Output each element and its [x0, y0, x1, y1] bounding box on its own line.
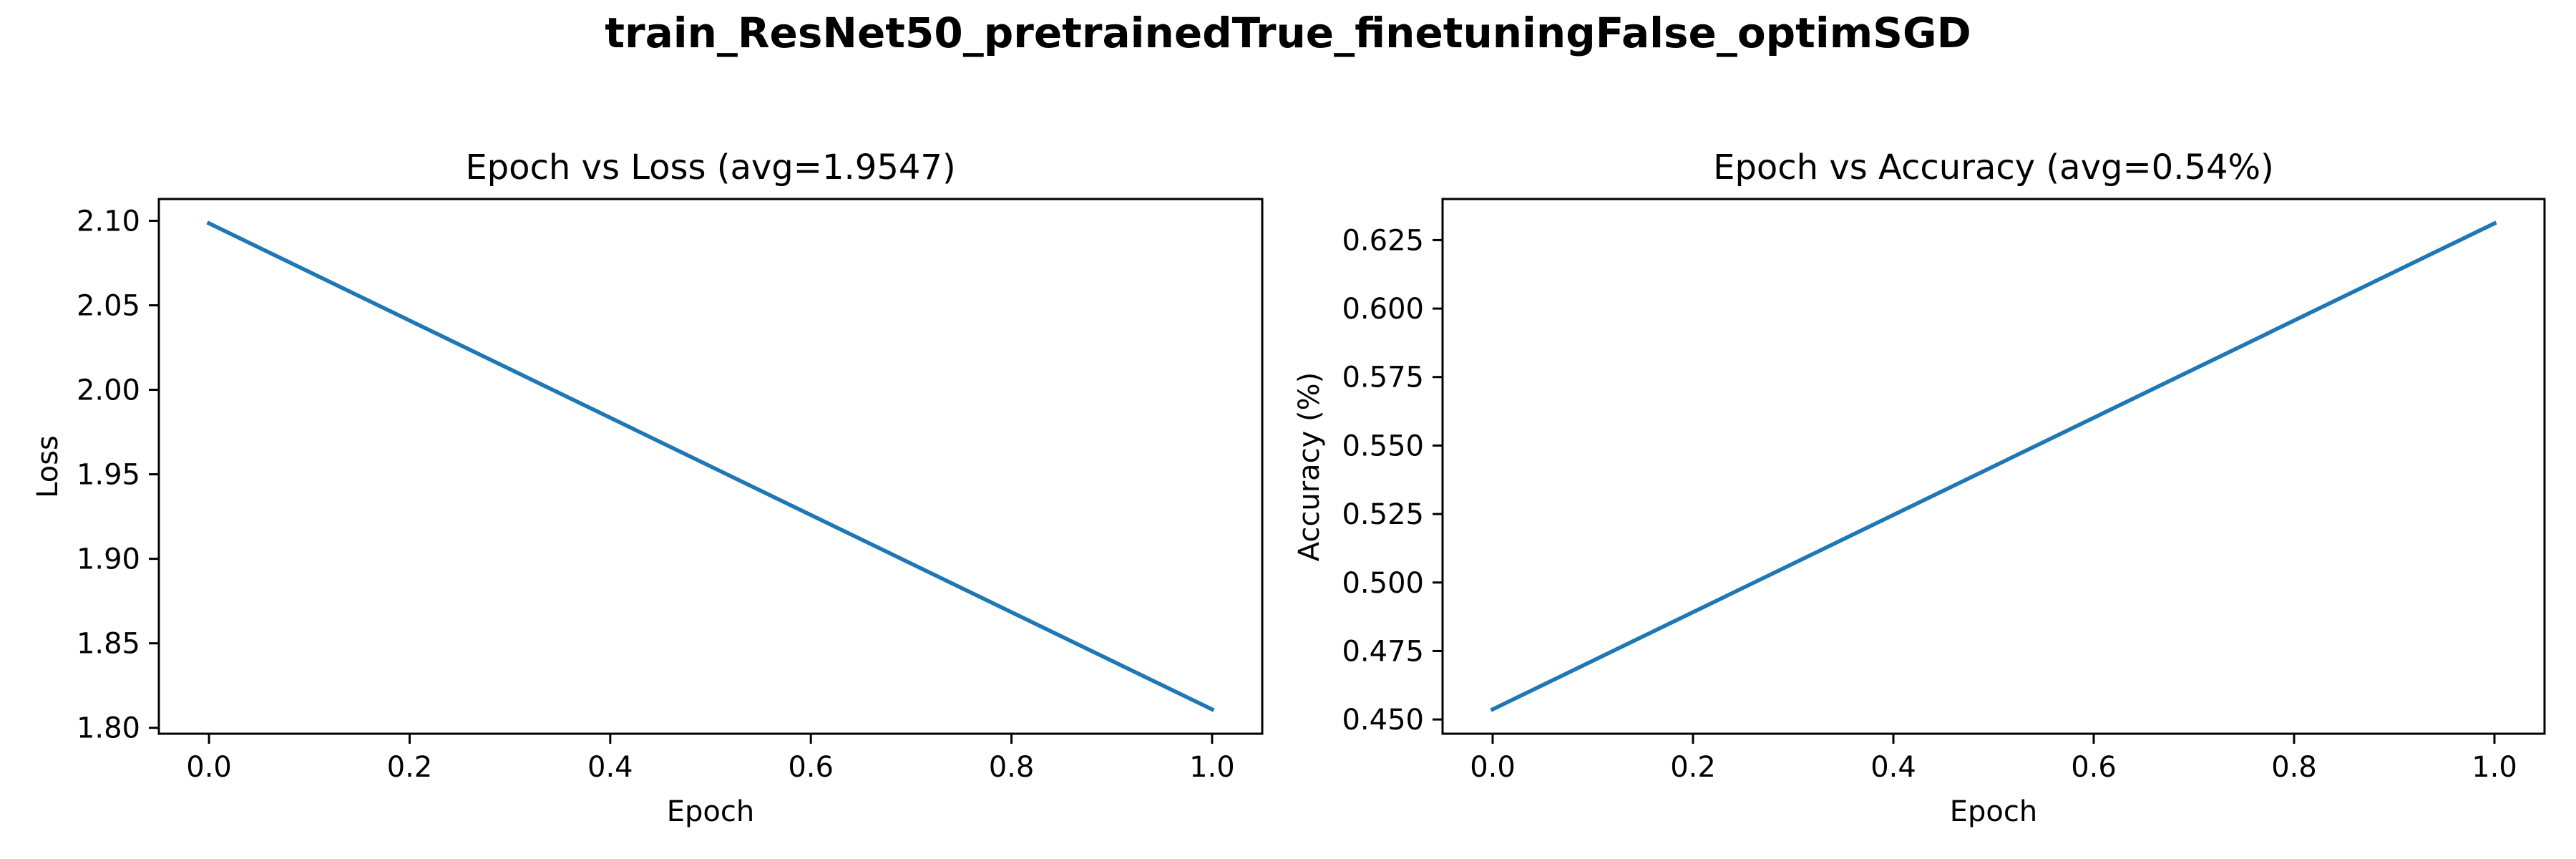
loss-series-line-0 — [206, 220, 1215, 712]
loss-plot-marks: 0.0 0.2 0.4 0.6 0.8 1.0 1.80 1.85 1.90 1.95 2.00 2.… — [77, 198, 1264, 784]
accuracy-y-tick-label: 0.550 — [1342, 430, 1424, 462]
accuracy-x-tick-label: 0.0 — [1470, 751, 1516, 784]
accuracy-x-tick-label: 1.0 — [2472, 751, 2517, 784]
figure-title: train_ResNet50_pretrainedTrue_finetuning… — [605, 9, 1971, 57]
loss-x-axis-label: Epoch — [667, 795, 754, 828]
loss-chart: Epoch vs Loss (avg=1.9547) Epoch Loss 0.… — [31, 147, 1264, 828]
loss-x-tick-label: 0.2 — [387, 751, 433, 784]
loss-y-tick-label: 2.05 — [77, 290, 140, 323]
accuracy-y-tick-label: 0.600 — [1342, 293, 1424, 326]
loss-x-tick-label: 0.8 — [989, 751, 1035, 784]
accuracy-x-tick-label: 0.4 — [1870, 751, 1916, 784]
accuracy-y-tick-label: 0.525 — [1342, 498, 1424, 531]
accuracy-x-axis-label: Epoch — [1950, 795, 2037, 828]
accuracy-plot-marks: 0.0 0.2 0.4 0.6 0.8 1.0 0.450 0.475 0.500 0.525 0.… — [1342, 198, 2546, 784]
loss-x-tick-label: 1.0 — [1189, 751, 1235, 784]
loss-x-tick-label: 0.0 — [186, 751, 232, 784]
accuracy-chart-title: Epoch vs Accuracy (avg=0.54%) — [1713, 147, 2274, 188]
accuracy-axes-frame — [1441, 198, 2546, 735]
loss-y-tick-label: 1.90 — [77, 543, 140, 576]
loss-y-tick-label: 2.00 — [77, 374, 140, 407]
accuracy-y-tick-label: 0.500 — [1342, 567, 1424, 600]
accuracy-y-tick-label: 0.575 — [1342, 361, 1424, 394]
accuracy-chart: Epoch vs Accuracy (avg=0.54%) Epoch Accu… — [1293, 147, 2546, 828]
accuracy-y-tick-label: 0.625 — [1342, 224, 1424, 257]
loss-y-axis-label: Loss — [31, 435, 64, 498]
accuracy-y-tick-label: 0.475 — [1342, 635, 1424, 668]
accuracy-series-line-0 — [1490, 220, 2497, 712]
accuracy-y-axis-label: Accuracy (%) — [1293, 372, 1326, 562]
accuracy-x-tick-label: 0.6 — [2071, 751, 2117, 784]
loss-chart-title: Epoch vs Loss (avg=1.9547) — [465, 147, 955, 188]
loss-y-tick-label: 2.10 — [77, 205, 140, 238]
accuracy-x-tick-label: 0.2 — [1670, 751, 1716, 784]
accuracy-x-tick-label: 0.8 — [2271, 751, 2317, 784]
loss-x-tick-label: 0.4 — [587, 751, 633, 784]
loss-y-tick-label: 1.95 — [77, 459, 140, 492]
loss-x-tick-label: 0.6 — [788, 751, 834, 784]
loss-axes-frame — [157, 198, 1264, 735]
loss-y-tick-label: 1.85 — [77, 628, 140, 661]
accuracy-y-tick-label: 0.450 — [1342, 704, 1424, 737]
loss-y-tick-label: 1.80 — [77, 712, 140, 745]
